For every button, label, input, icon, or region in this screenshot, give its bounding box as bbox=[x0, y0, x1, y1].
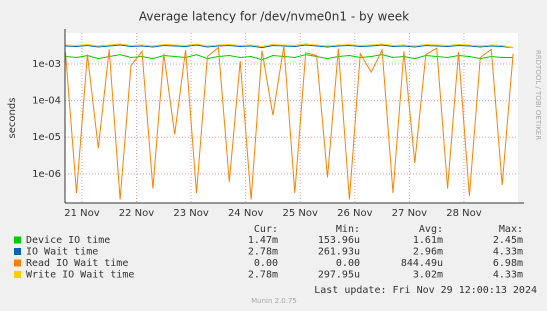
side-label: RRDTOOL / TOBI OETIKER bbox=[534, 50, 542, 140]
x-tick-label: 23 Nov bbox=[173, 208, 209, 219]
stat-value: 3.02m bbox=[413, 270, 443, 281]
x-tick-label: 21 Nov bbox=[64, 208, 100, 219]
x-tick-label: 25 Nov bbox=[283, 208, 319, 219]
chart-title: Average latency for /dev/nvme0n1 - by we… bbox=[139, 10, 409, 24]
legend-swatch bbox=[14, 236, 21, 244]
y-tick-label: 1e-03 bbox=[32, 59, 61, 70]
stat-value: 297.95u bbox=[318, 270, 360, 281]
x-tick-label: 22 Nov bbox=[119, 208, 155, 219]
stat-header: Cur: bbox=[254, 224, 278, 235]
legend-label: Write IO Wait time bbox=[26, 270, 134, 281]
legend-swatch bbox=[14, 248, 21, 255]
plot-area bbox=[65, 33, 518, 203]
legend-swatch bbox=[14, 259, 21, 267]
stat-value: 153.96u bbox=[318, 235, 360, 246]
x-tick-label: 24 Nov bbox=[228, 208, 264, 219]
x-tick-label: 26 Nov bbox=[337, 208, 373, 219]
stat-header: Min: bbox=[336, 224, 360, 235]
stat-value: 261.93u bbox=[318, 247, 360, 258]
stat-header: Avg: bbox=[419, 224, 443, 235]
legend-swatch bbox=[14, 271, 21, 278]
stat-value: 2.78m bbox=[248, 247, 278, 258]
stat-value: 6.98m bbox=[493, 258, 523, 269]
series-line bbox=[65, 45, 514, 200]
last-update: Last update: Fri Nov 29 12:00:13 2024 bbox=[314, 285, 537, 296]
y-axis-label: seconds bbox=[7, 98, 18, 139]
stat-value: 0.00 bbox=[336, 258, 360, 269]
stat-value: 2.96m bbox=[413, 247, 443, 258]
legend-label: IO Wait time bbox=[26, 247, 98, 258]
stat-value: 4.33m bbox=[493, 270, 523, 281]
x-tick-label: 28 Nov bbox=[446, 208, 482, 219]
stat-value: 0.00 bbox=[254, 258, 278, 269]
footer: Munin 2.0.75 bbox=[251, 297, 297, 305]
y-tick-label: 1e-05 bbox=[32, 132, 61, 143]
stat-value: 1.47m bbox=[248, 235, 278, 246]
x-tick-label: 27 Nov bbox=[392, 208, 428, 219]
stat-value: 844.49u bbox=[401, 258, 443, 269]
legend-label: Read IO Wait time bbox=[26, 258, 128, 269]
series-line bbox=[65, 54, 514, 61]
series-line bbox=[65, 44, 514, 49]
stat-value: 4.33m bbox=[493, 247, 523, 258]
series-line bbox=[65, 43, 514, 49]
stat-header: Max: bbox=[499, 224, 523, 235]
legend-label: Device IO time bbox=[26, 235, 110, 246]
stat-value: 1.61m bbox=[413, 235, 443, 246]
stat-value: 2.78m bbox=[248, 270, 278, 281]
stat-value: 2.45m bbox=[493, 235, 523, 246]
y-tick-label: 1e-04 bbox=[32, 96, 61, 107]
y-tick-label: 1e-06 bbox=[32, 169, 61, 180]
